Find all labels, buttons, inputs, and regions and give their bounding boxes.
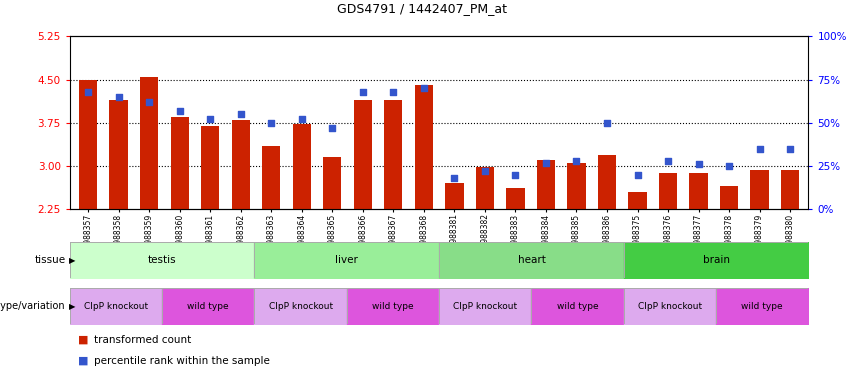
Point: [661, 158, 675, 164]
Text: tissue: tissue: [34, 255, 66, 265]
Bar: [231, 120, 250, 209]
Bar: [628, 192, 647, 209]
Text: GDS4791 / 1442407_PM_at: GDS4791 / 1442407_PM_at: [337, 2, 507, 15]
Point: [142, 99, 156, 105]
Bar: [689, 173, 708, 209]
Bar: [598, 155, 616, 209]
Bar: [506, 188, 524, 209]
Bar: [384, 100, 403, 209]
Bar: [262, 146, 280, 209]
Point: [234, 111, 248, 118]
Text: testis: testis: [148, 255, 176, 265]
Bar: [537, 161, 555, 209]
Text: ▶: ▶: [69, 256, 76, 265]
Bar: [140, 77, 158, 209]
Bar: [110, 100, 128, 209]
Text: brain: brain: [703, 255, 729, 265]
Point: [631, 172, 644, 178]
Point: [600, 120, 614, 126]
Text: ClpP knockout: ClpP knockout: [84, 302, 148, 311]
Point: [540, 160, 553, 166]
Point: [722, 163, 736, 169]
Point: [82, 89, 95, 95]
Bar: [781, 170, 799, 209]
Text: wild type: wild type: [557, 302, 598, 311]
Point: [386, 89, 400, 95]
Bar: [79, 80, 97, 209]
Point: [692, 161, 705, 167]
Point: [478, 168, 492, 174]
Point: [356, 89, 369, 95]
Point: [295, 116, 309, 122]
Text: heart: heart: [517, 255, 545, 265]
Point: [203, 116, 217, 122]
Text: genotype/variation: genotype/variation: [0, 301, 66, 311]
Point: [448, 175, 461, 181]
Bar: [751, 170, 768, 209]
Text: ClpP knockout: ClpP knockout: [638, 302, 702, 311]
Bar: [720, 186, 739, 209]
Text: transformed count: transformed count: [94, 335, 191, 345]
Point: [173, 108, 186, 114]
Text: ClpP knockout: ClpP knockout: [454, 302, 517, 311]
Bar: [476, 167, 494, 209]
Text: wild type: wild type: [372, 302, 414, 311]
Point: [265, 120, 278, 126]
Bar: [170, 117, 189, 209]
Bar: [323, 157, 341, 209]
Bar: [201, 126, 220, 209]
Text: wild type: wild type: [741, 302, 783, 311]
Bar: [659, 173, 677, 209]
Bar: [568, 163, 585, 209]
Bar: [354, 100, 372, 209]
Text: liver: liver: [335, 255, 358, 265]
Point: [509, 172, 523, 178]
Point: [569, 158, 583, 164]
Point: [111, 94, 125, 100]
Point: [753, 146, 767, 152]
Text: ClpP knockout: ClpP knockout: [269, 302, 333, 311]
Text: ■: ■: [78, 356, 89, 366]
Text: percentile rank within the sample: percentile rank within the sample: [94, 356, 270, 366]
Text: wild type: wild type: [187, 302, 229, 311]
Point: [783, 146, 797, 152]
Text: ▶: ▶: [69, 302, 76, 311]
Text: ■: ■: [78, 335, 89, 345]
Bar: [293, 124, 311, 209]
Point: [417, 85, 431, 91]
Bar: [414, 86, 433, 209]
Point: [325, 125, 339, 131]
Bar: [445, 184, 464, 209]
